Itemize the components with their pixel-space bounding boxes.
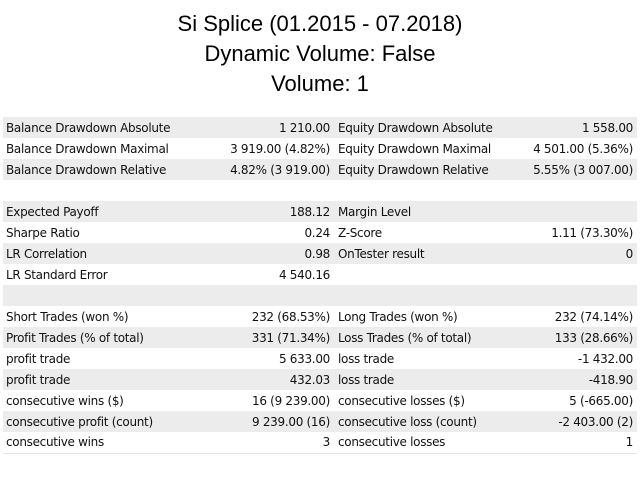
stat-value: 5.55% (3 007.00) — [533, 162, 633, 177]
stat-label: LR Standard Error — [6, 267, 108, 282]
stat-label: consecutive losses ($) — [338, 393, 465, 408]
stat-label: consecutive wins — [6, 435, 104, 450]
stat-value — [508, 201, 637, 222]
stat-value: 4.82% (3 919.00) — [230, 162, 330, 177]
stat-value: 0.24 — [304, 225, 330, 240]
table-row: LR Correlation 0.98 OnTester result 0 — [3, 243, 637, 264]
title-symbol-period: Si Splice (01.2015 - 07.2018) — [177, 11, 463, 36]
table-row: Expected Payoff 188.12 Margin Level — [3, 201, 637, 222]
stat-value: 232 (74.14%) — [554, 309, 634, 324]
stat-value: 133 (28.66%) — [554, 330, 634, 345]
stat-label: profit trade — [6, 372, 71, 387]
table-row — [3, 285, 637, 306]
stat-label: consecutive losses — [338, 435, 446, 450]
stat-value: 5 633.00 — [278, 351, 330, 366]
stat-label: Margin Level — [338, 204, 411, 219]
table-row — [3, 180, 637, 201]
stat-value: 1.11 (73.30%) — [551, 225, 633, 240]
stat-label: Z-Score — [338, 225, 382, 240]
stat-label: Long Trades (won %) — [338, 309, 458, 324]
stat-value — [508, 180, 637, 201]
stat-value: 9 239.00 (16) — [252, 414, 330, 429]
table-row: consecutive wins ($) 16 (9 239.00) consecu… — [3, 390, 637, 411]
stat-value — [186, 180, 333, 201]
stat-label: Balance Drawdown Relative — [6, 162, 167, 177]
stat-value: 232 (68.53%) — [251, 309, 331, 324]
title-dynamic-volume: Dynamic Volume: False — [204, 41, 436, 66]
stat-label: loss trade — [338, 351, 394, 366]
stat-label — [3, 180, 186, 201]
stat-label: Short Trades (won %) — [6, 309, 129, 324]
table-row: Short Trades (won %) 232 (68.53%) Long Tra… — [3, 306, 637, 327]
stat-value: -2 403.00 (2) — [558, 414, 633, 429]
stat-value: 0 — [625, 246, 634, 261]
stat-value: 0.98 — [304, 246, 330, 261]
stat-label — [333, 180, 508, 201]
stat-label: Expected Payoff — [6, 204, 99, 219]
table-row: consecutive wins 3 consecutive losses 1 — [3, 432, 637, 453]
table-row: Balance Drawdown Relative 4.82% (3 919.00… — [3, 159, 637, 180]
stat-value: -418.90 — [588, 372, 634, 387]
stat-value: 3 919.00 (4.82%) — [230, 141, 330, 156]
table-row: Sharpe Ratio 0.24 Z-Score 1.11 (73.30%) — [3, 222, 637, 243]
stat-value: 5 (-665.00) — [569, 393, 633, 408]
table-row: Balance Drawdown Absolute 1 210.00 Equity … — [3, 117, 637, 138]
stat-label: LR Correlation — [6, 246, 87, 261]
stat-label — [333, 285, 508, 306]
stat-label: Equity Drawdown Maximal — [338, 141, 491, 156]
table-row: profit trade 432.03 loss trade -418.90 — [3, 369, 637, 390]
stat-label: Sharpe Ratio — [6, 225, 80, 240]
table-row: LR Standard Error 4 540.16 — [3, 264, 637, 285]
stat-label: consecutive loss (count) — [338, 414, 477, 429]
stat-label: Profit Trades (% of total) — [6, 330, 144, 345]
stat-label: Balance Drawdown Maximal — [6, 141, 169, 156]
stat-label — [333, 264, 508, 285]
stat-label: Equity Drawdown Absolute — [338, 120, 493, 135]
stat-label: consecutive wins ($) — [6, 393, 124, 408]
stat-value — [508, 264, 637, 285]
stat-label: loss trade — [338, 372, 394, 387]
stat-value: 4 540.16 — [278, 267, 330, 282]
stat-label: Equity Drawdown Relative — [338, 162, 489, 177]
stat-label: Balance Drawdown Absolute — [6, 120, 171, 135]
stat-value: 16 (9 239.00) — [252, 393, 330, 408]
stat-value: -1 432.00 — [577, 351, 633, 366]
table-row: profit trade 5 633.00 loss trade -1 432.00 — [3, 348, 637, 369]
stat-label: OnTester result — [338, 246, 425, 261]
stat-value: 4 501.00 (5.36%) — [533, 141, 633, 156]
stat-value: 1 — [625, 435, 634, 450]
stat-value: 432.03 — [289, 372, 331, 387]
stat-value: 1 210.00 — [278, 120, 330, 135]
stat-label: profit trade — [6, 351, 71, 366]
stat-label — [3, 285, 186, 306]
stat-value: 331 (71.34%) — [251, 330, 331, 345]
table-row: Balance Drawdown Maximal 3 919.00 (4.82%)… — [3, 138, 637, 159]
stat-value — [508, 285, 637, 306]
stat-value: 3 — [322, 435, 331, 450]
table-row: Profit Trades (% of total) 331 (71.34%) Lo… — [3, 327, 637, 348]
stat-value — [186, 285, 333, 306]
report-title: Si Splice (01.2015 - 07.2018) Dynamic Vo… — [0, 9, 640, 99]
stat-value: 1 558.00 — [581, 120, 633, 135]
title-volume: Volume: 1 — [271, 71, 369, 96]
stat-label: consecutive profit (count) — [6, 414, 153, 429]
stats-table: Balance Drawdown Absolute 1 210.00 Equity … — [3, 117, 637, 454]
stat-value: 188.12 — [289, 204, 331, 219]
stat-label: Loss Trades (% of total) — [338, 330, 472, 345]
table-row: consecutive profit (count) 9 239.00 (16) c… — [3, 411, 637, 432]
